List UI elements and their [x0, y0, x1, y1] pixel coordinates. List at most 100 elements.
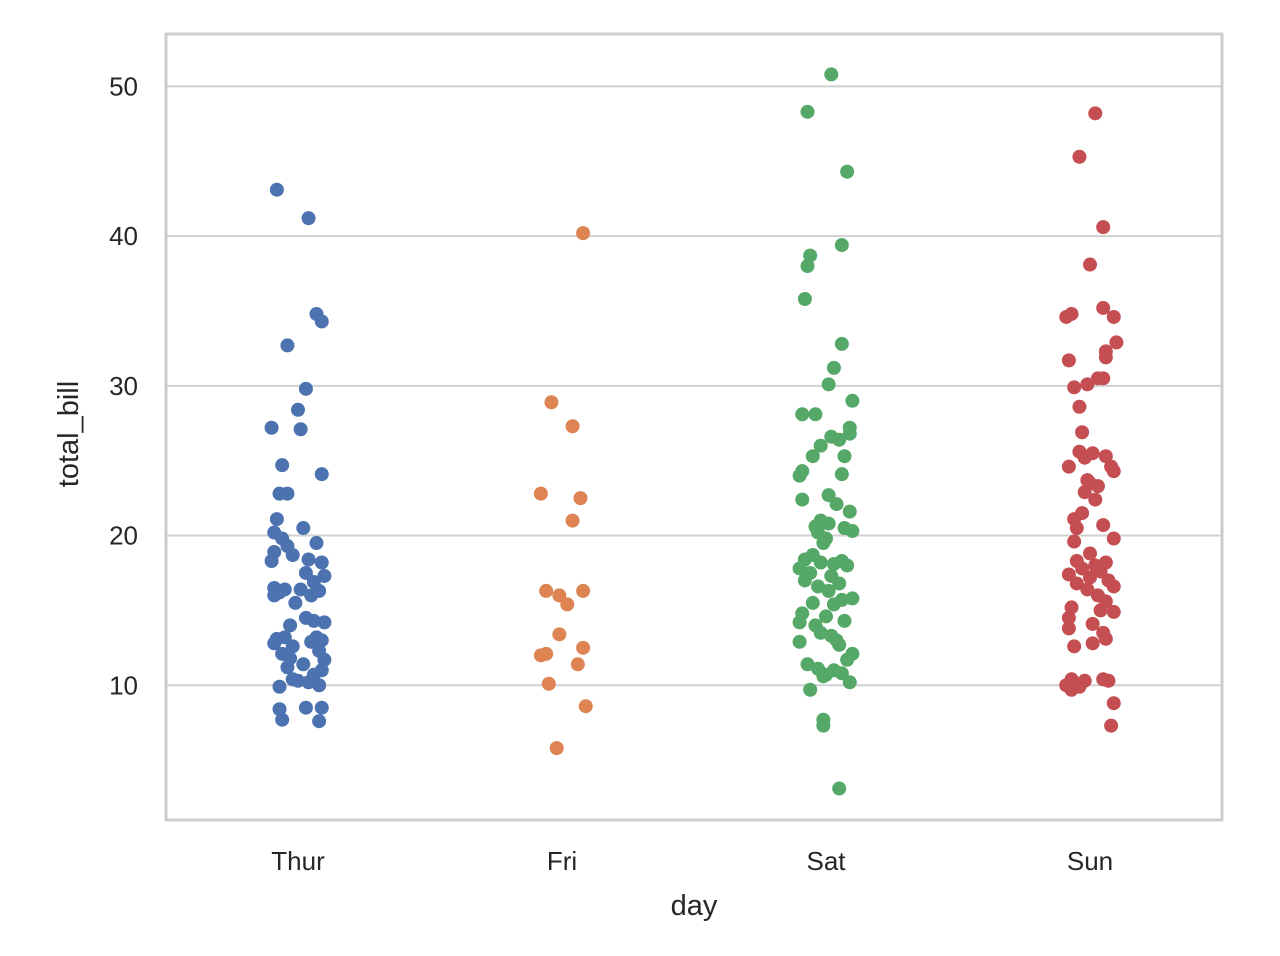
- point-thur: [314, 467, 329, 482]
- x-tick-label-fri: Fri: [547, 846, 577, 876]
- point-sun: [1077, 450, 1092, 465]
- point-sun: [1077, 485, 1092, 500]
- point-fri: [576, 583, 591, 598]
- point-thur: [314, 633, 329, 648]
- point-sat: [837, 613, 852, 628]
- point-thur: [317, 652, 332, 667]
- y-tick-label: 50: [109, 71, 138, 101]
- point-thur: [288, 595, 303, 610]
- point-thur: [312, 678, 327, 693]
- point-thur: [269, 512, 284, 527]
- point-sat: [834, 336, 849, 351]
- point-sun: [1098, 449, 1113, 464]
- x-axis-ticks: Thur Fri Sat Sun: [271, 846, 1113, 876]
- point-sun: [1088, 492, 1103, 507]
- point-sat: [819, 609, 833, 624]
- point-sun: [1109, 335, 1124, 350]
- point-thur: [317, 568, 332, 583]
- point-thur: [312, 714, 327, 729]
- point-sun: [1064, 600, 1079, 615]
- point-sat: [845, 591, 860, 606]
- point-sat: [821, 583, 836, 598]
- point-thur: [304, 634, 319, 649]
- x-tick-label-thur: Thur: [271, 846, 325, 876]
- point-sun: [1096, 220, 1111, 235]
- point-thur: [304, 588, 319, 603]
- point-thur: [264, 553, 279, 568]
- point-sun: [1072, 149, 1087, 164]
- point-sat: [832, 781, 847, 796]
- point-sat: [829, 497, 844, 512]
- point-sun: [1101, 673, 1116, 688]
- point-sat: [816, 669, 831, 684]
- point-fri: [549, 741, 564, 756]
- point-sun: [1080, 582, 1095, 597]
- point-sat: [816, 536, 831, 551]
- point-sat: [845, 524, 860, 539]
- point-fri: [552, 588, 567, 603]
- point-fri: [544, 395, 559, 410]
- point-sun: [1093, 603, 1108, 618]
- point-thur: [296, 521, 311, 536]
- point-sat: [813, 555, 828, 570]
- point-fri: [570, 657, 585, 672]
- point-fri: [541, 676, 556, 691]
- point-sat: [834, 666, 849, 681]
- data-points: [264, 67, 1124, 796]
- point-fri: [552, 627, 567, 642]
- point-thur: [280, 660, 295, 675]
- point-thur: [264, 420, 279, 435]
- point-thur: [296, 657, 311, 672]
- y-tick-label: 10: [109, 670, 138, 700]
- y-axis-ticks: 10 20 30 40 50: [109, 71, 138, 700]
- point-sat: [826, 360, 841, 375]
- point-sun: [1067, 534, 1082, 549]
- point-thur: [314, 700, 329, 715]
- point-sun: [1096, 300, 1111, 315]
- point-thur: [309, 536, 324, 551]
- point-sun: [1069, 576, 1084, 591]
- point-sun: [1083, 570, 1097, 585]
- point-sat: [842, 675, 857, 690]
- point-sat: [813, 625, 828, 640]
- point-thur: [314, 555, 329, 570]
- point-sun: [1061, 621, 1076, 636]
- y-axis-label: total_bill: [53, 381, 85, 487]
- point-thur: [301, 552, 316, 567]
- point-sat: [837, 449, 852, 464]
- point-sat: [795, 492, 810, 507]
- point-sun: [1075, 425, 1090, 440]
- point-sat: [834, 467, 849, 482]
- point-sun: [1096, 518, 1111, 533]
- point-sun: [1083, 546, 1097, 561]
- x-tick-label-sat: Sat: [806, 846, 846, 876]
- point-sun: [1104, 718, 1119, 733]
- point-sun: [1067, 380, 1082, 395]
- y-tick-label: 30: [109, 371, 138, 401]
- point-sat: [826, 556, 841, 571]
- point-thur: [291, 402, 305, 417]
- point-thur: [283, 618, 298, 633]
- point-sat: [826, 597, 841, 612]
- point-sat: [842, 504, 857, 519]
- point-sun: [1085, 616, 1100, 631]
- point-sat: [845, 393, 860, 408]
- point-sun: [1075, 561, 1090, 576]
- point-thur: [298, 381, 313, 396]
- point-sat: [832, 637, 847, 652]
- point-fri: [576, 640, 591, 655]
- point-sat: [800, 104, 815, 119]
- point-fri: [578, 699, 593, 714]
- point-sun: [1064, 306, 1079, 321]
- point-sat: [832, 576, 847, 591]
- y-tick-label: 20: [109, 521, 138, 551]
- point-sat: [800, 259, 815, 274]
- series-fri: [533, 226, 593, 756]
- point-thur: [280, 486, 295, 501]
- series-sat: [792, 67, 860, 796]
- point-thur: [285, 639, 300, 654]
- point-thur: [280, 338, 295, 353]
- point-sun: [1080, 377, 1095, 392]
- point-fri: [533, 486, 548, 501]
- point-sat: [797, 291, 812, 306]
